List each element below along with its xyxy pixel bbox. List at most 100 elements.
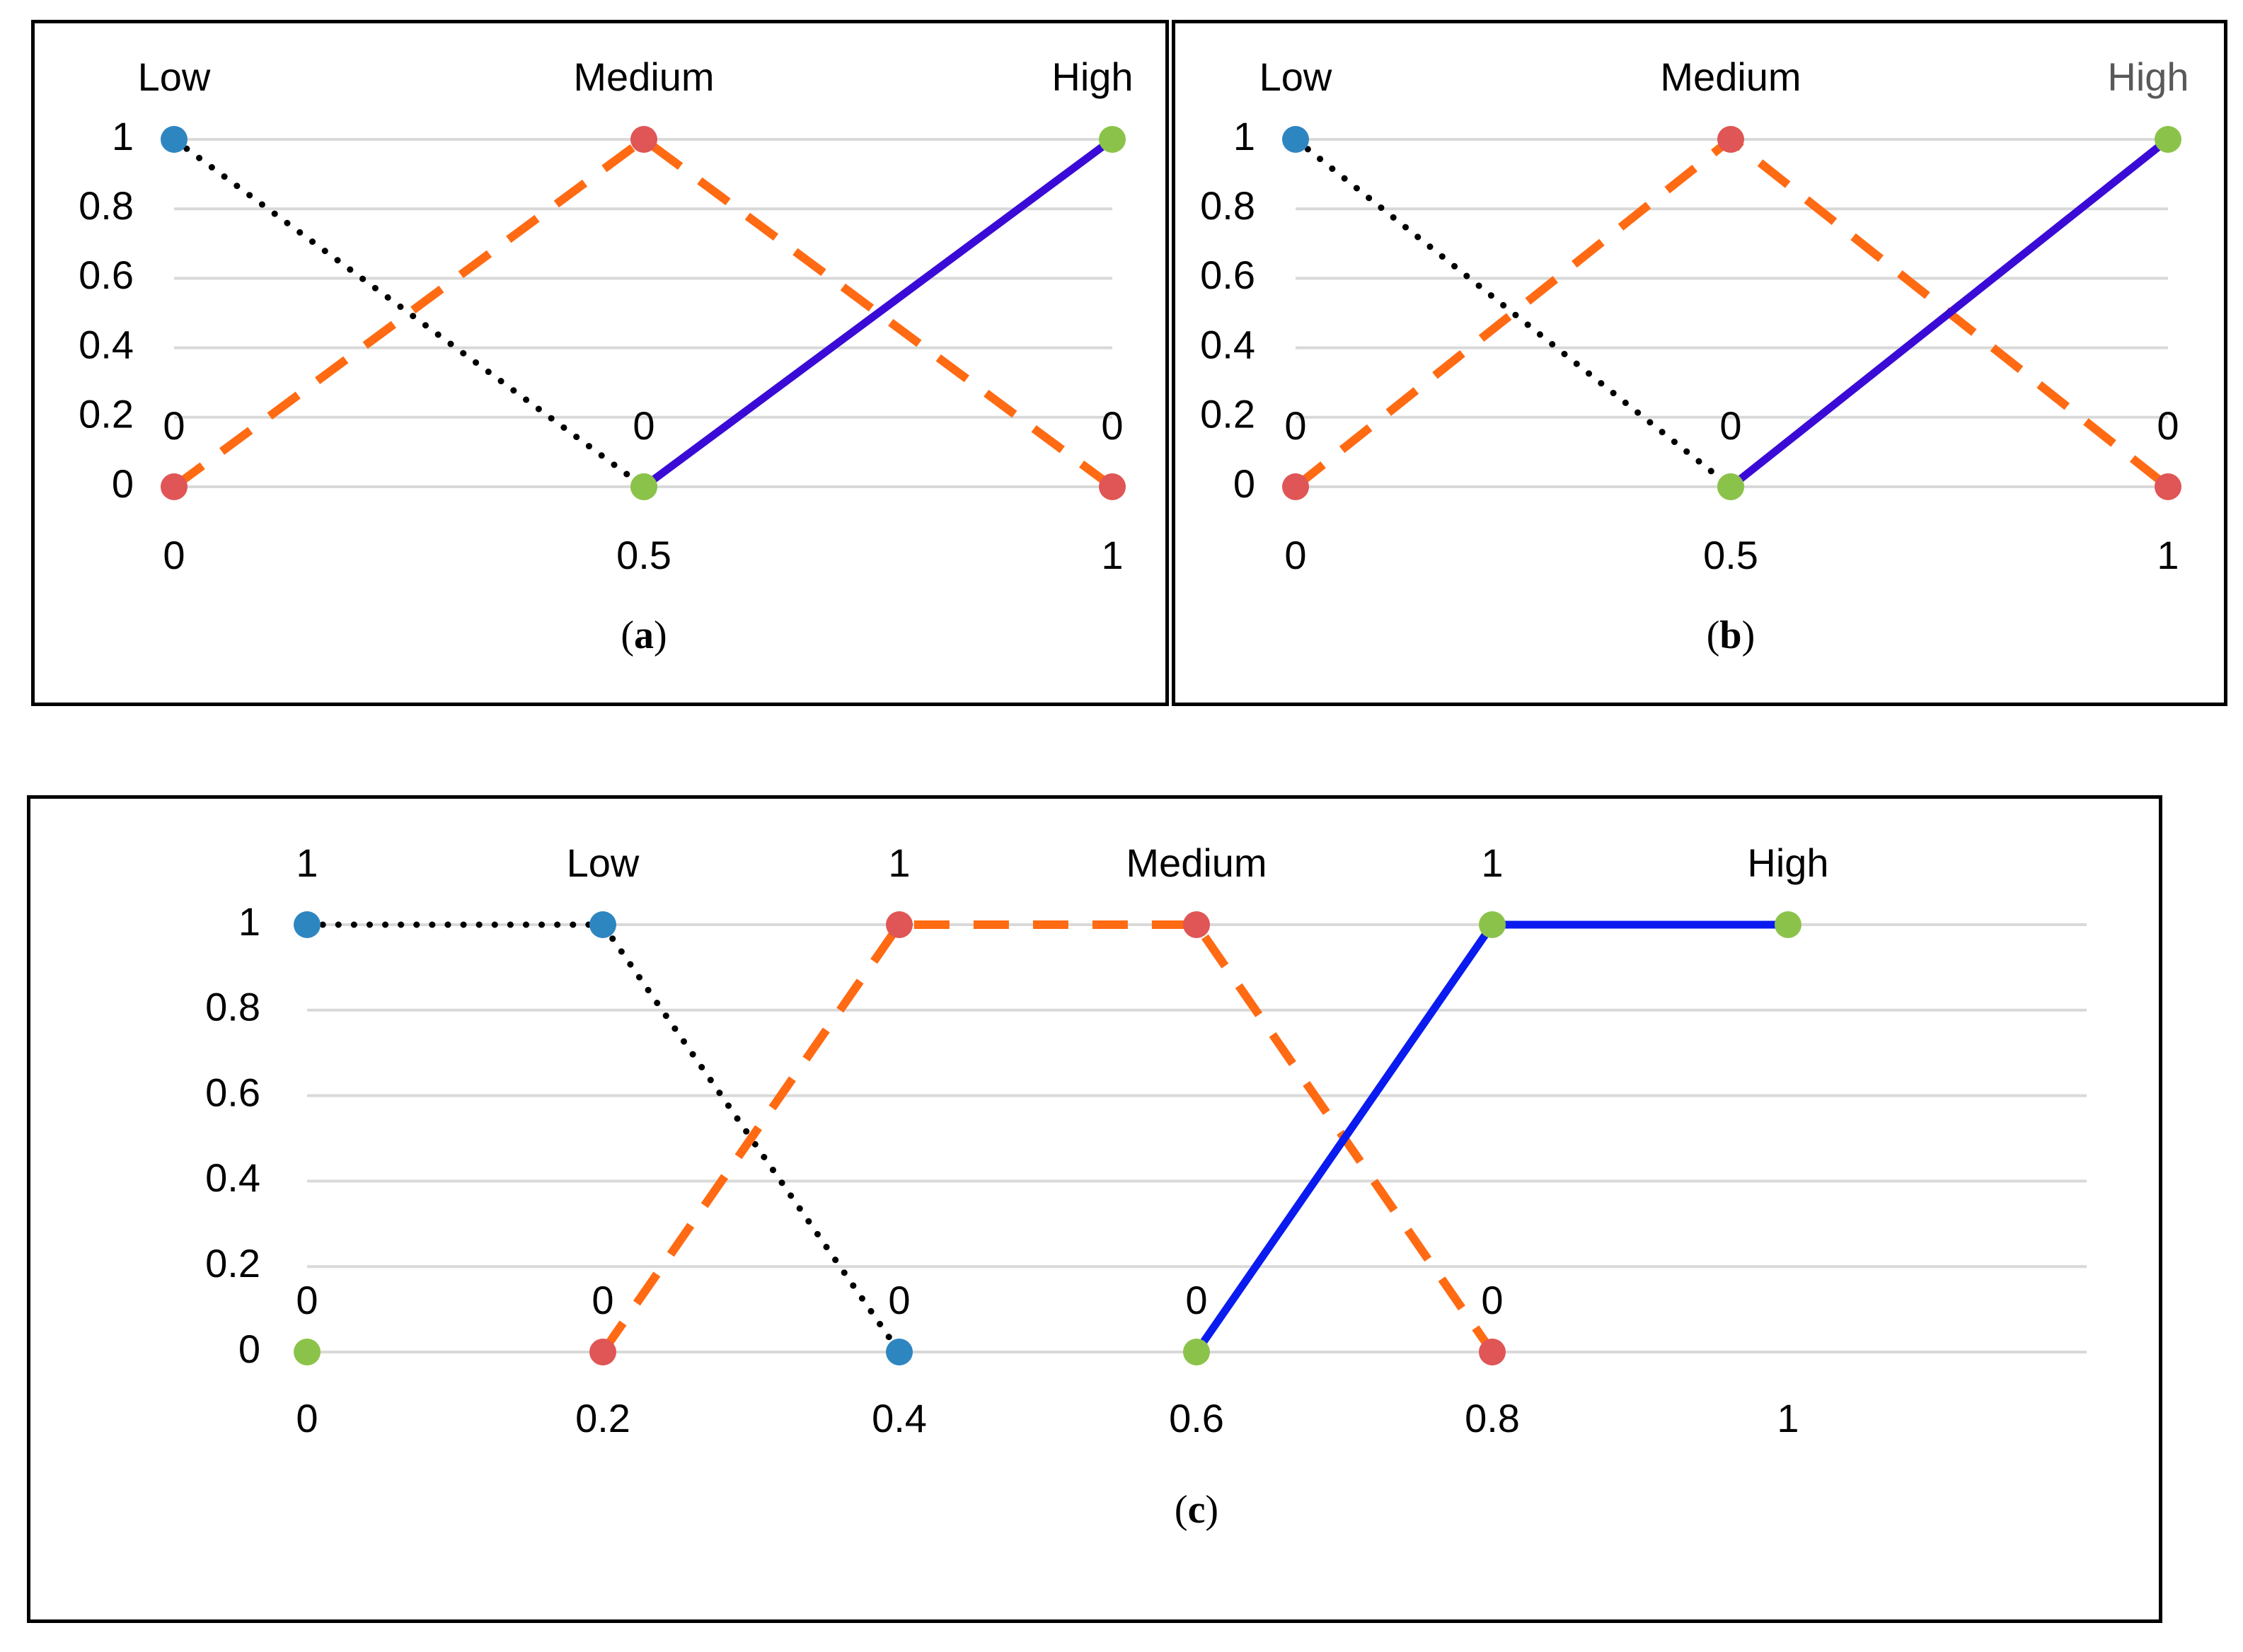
- x-tick-label: 0.5: [1703, 533, 1758, 577]
- caption-letter: b: [1719, 613, 1741, 657]
- caption-letter: a: [634, 613, 654, 657]
- series-title-label: Medium: [573, 54, 714, 99]
- x-tick-label: 0: [163, 533, 185, 577]
- marker-medium: [589, 1339, 616, 1365]
- y-tick-label: 0: [238, 1327, 260, 1371]
- y-tick-label: 1: [1233, 114, 1255, 158]
- series-title-label: 1: [888, 841, 910, 885]
- marker-low: [589, 911, 616, 938]
- data-label-zero: 0: [1719, 403, 1741, 448]
- marker-low: [161, 126, 188, 153]
- x-tick-label: 1: [1777, 1396, 1799, 1440]
- x-tick-label: 0.5: [616, 533, 671, 577]
- marker-medium: [886, 911, 913, 938]
- x-tick-label: 1: [2157, 533, 2179, 577]
- marker-high: [630, 473, 657, 500]
- marker-medium: [1479, 1339, 1506, 1365]
- series-line-high: [1728, 136, 2171, 490]
- y-tick-label: 0.6: [1200, 253, 1255, 297]
- caption-close-paren: ): [654, 613, 667, 657]
- marker-medium: [630, 126, 657, 153]
- x-tick-label: 0.4: [872, 1396, 927, 1440]
- marker-medium: [1183, 911, 1210, 938]
- marker-low: [1282, 126, 1309, 153]
- figure-caption: (a): [621, 613, 667, 657]
- series-line-medium: [599, 920, 1496, 1355]
- y-tick-label: 1: [238, 899, 260, 944]
- series-title-label: Low: [1259, 54, 1332, 99]
- series-line-low: [1292, 136, 1734, 490]
- x-tick-label: 0: [296, 1396, 318, 1440]
- x-tick-label: 0: [1284, 533, 1306, 577]
- data-label-zero: 0: [163, 403, 185, 448]
- series-line-low: [171, 136, 647, 490]
- x-tick-label: 0.8: [1465, 1396, 1520, 1440]
- y-tick-label: 0.4: [79, 322, 134, 366]
- marker-medium: [161, 473, 188, 500]
- data-label-zero: 0: [1481, 1278, 1503, 1322]
- data-label-zero: 0: [633, 403, 655, 448]
- chart-panel-c: 0 0.2 0.4 0.6 0.8 1 0 0.2 0.4 0.6 0.8 1 1 Low 1 Medium 1…: [27, 795, 2162, 1623]
- chart-panel-a: 0 0.2 0.4 0.6 0.8 1 0 0.5 1 Low Medium High 0 0 0 (a): [31, 20, 1169, 706]
- figure-caption: (c): [1175, 1488, 1218, 1532]
- y-tick-label: 0.4: [1200, 322, 1255, 366]
- y-tick-label: 0.2: [205, 1241, 260, 1286]
- marker-low: [294, 911, 321, 938]
- y-tick-label: 0: [1233, 461, 1255, 506]
- data-label-zero: 0: [296, 1278, 318, 1322]
- y-tick-label: 0: [112, 461, 134, 506]
- marker-high: [2155, 126, 2181, 153]
- series-title-label: Medium: [1660, 54, 1801, 99]
- marker-medium: [2155, 473, 2181, 500]
- y-tick-label: 0.8: [79, 183, 134, 228]
- caption-letter: c: [1188, 1488, 1206, 1532]
- series-title-label: Low: [138, 54, 211, 99]
- y-tick-label: 0.8: [1200, 183, 1255, 228]
- figure-caption: (b): [1707, 613, 1755, 657]
- marker-medium: [1099, 473, 1126, 500]
- y-tick-label: 0.2: [79, 392, 134, 437]
- series-title-label: High: [2107, 54, 2189, 99]
- marker-extra: [294, 1339, 321, 1365]
- data-label-zero: 0: [592, 1278, 613, 1322]
- series-title-label: 1: [296, 841, 318, 885]
- marker-medium: [1282, 473, 1309, 500]
- marker-medium: [1717, 126, 1744, 153]
- data-label-zero: 0: [888, 1278, 910, 1322]
- y-tick-label: 0.8: [205, 985, 260, 1029]
- marker-high: [1183, 1339, 1210, 1365]
- series-title-label: 1: [1481, 841, 1503, 885]
- caption-open-paren: (: [1175, 1488, 1188, 1532]
- series-title-label: High: [1747, 841, 1828, 885]
- x-tick-label: 0.2: [575, 1396, 630, 1440]
- data-label-zero: 0: [1284, 403, 1306, 448]
- caption-close-paren: ): [1742, 613, 1755, 657]
- data-label-zero: 0: [1101, 403, 1123, 448]
- series-line-high: [641, 136, 1115, 490]
- y-tick-label: 0.4: [205, 1155, 260, 1200]
- data-label-zero: 0: [1185, 1278, 1207, 1322]
- series-title-label: High: [1051, 54, 1133, 99]
- marker-high: [1479, 911, 1506, 938]
- marker-high: [1775, 911, 1801, 938]
- x-tick-label: 1: [1101, 533, 1123, 577]
- caption-open-paren: (: [1707, 613, 1720, 657]
- caption-close-paren: ): [1205, 1488, 1218, 1532]
- y-tick-label: 0.6: [205, 1070, 260, 1114]
- caption-open-paren: (: [621, 613, 634, 657]
- data-label-zero: 0: [2157, 403, 2179, 448]
- series-title-label: Medium: [1126, 841, 1267, 885]
- series-title-label: Low: [567, 841, 640, 885]
- series-line-medium: [171, 135, 1115, 490]
- x-tick-label: 0.6: [1169, 1396, 1224, 1440]
- chart-panel-b: 0 0.2 0.4 0.6 0.8 1 0 0.5 1 Low Medium High 0 0 0 (b): [1172, 20, 2227, 706]
- marker-low: [886, 1339, 913, 1365]
- y-tick-label: 0.6: [79, 253, 134, 297]
- y-tick-label: 0.2: [1200, 392, 1255, 437]
- y-tick-label: 1: [112, 114, 134, 158]
- chart-c-svg: 00.20.40.60.810 0.2 0.4 0.6 0.8 11 Low 1 Medium 1…: [205, 841, 2087, 1532]
- marker-high: [1717, 473, 1744, 500]
- marker-high: [1099, 126, 1126, 153]
